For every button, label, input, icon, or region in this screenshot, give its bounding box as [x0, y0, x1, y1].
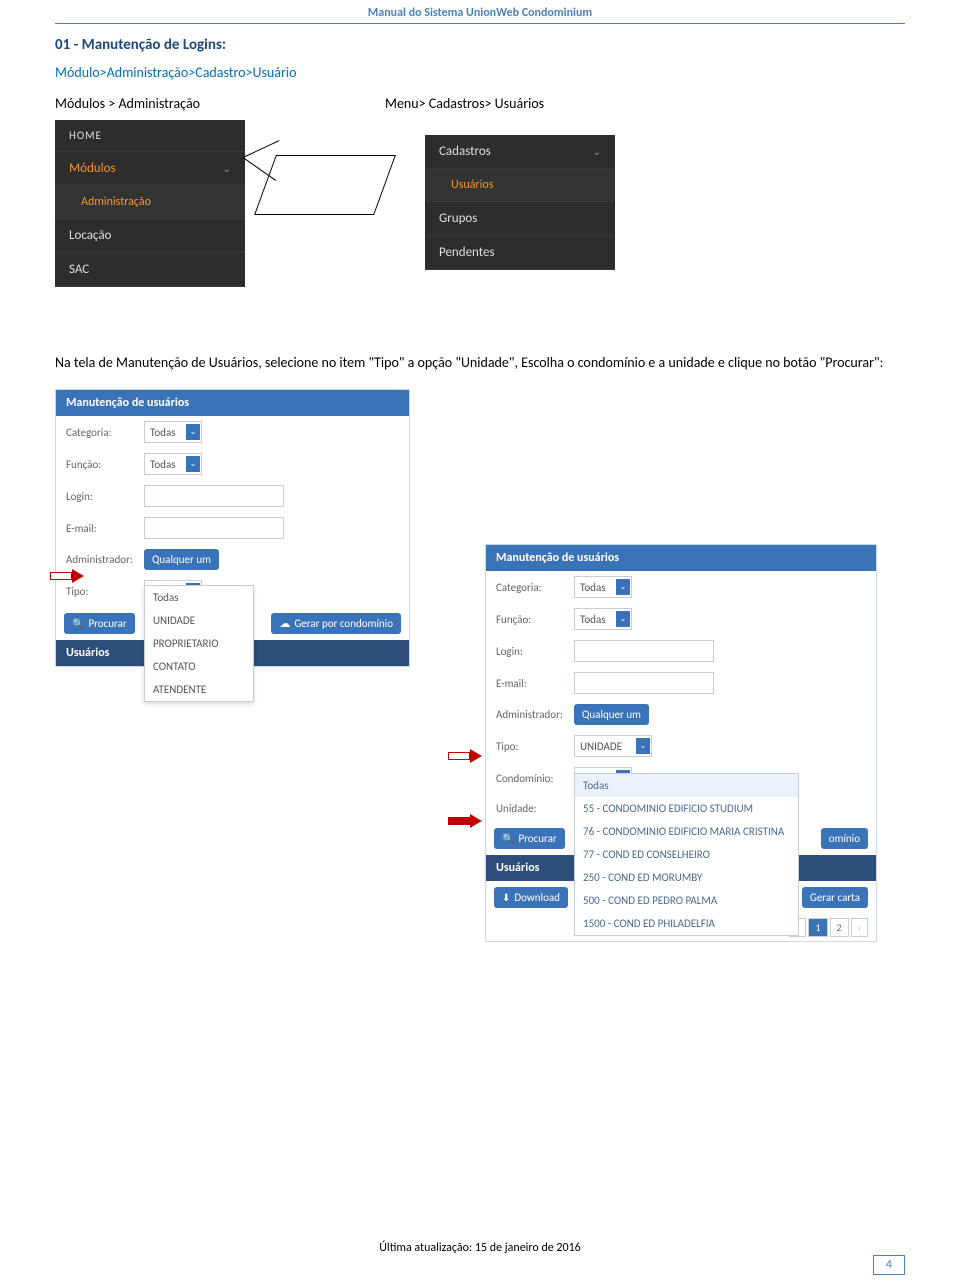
- menu-item-locacao[interactable]: Locação: [55, 219, 245, 253]
- menu-item-grupos[interactable]: Grupos: [425, 202, 615, 236]
- condo-option[interactable]: 76 - CONDOMINIO EDIFICIO MARIA CRISTINA: [575, 820, 798, 843]
- download-button[interactable]: Download: [494, 887, 568, 908]
- dropdown-condominio-list: Todas 55 - CONDOMINIO EDIFICIO STUDIUM 7…: [574, 773, 799, 936]
- condo-option[interactable]: 77 - COND ED CONSELHEIRO: [575, 843, 798, 866]
- select-tipo-value: UNIDADE: [580, 740, 622, 753]
- chevron-down-icon: ⌄: [616, 579, 630, 595]
- select-funcao[interactable]: Todas ⌄: [144, 453, 202, 475]
- panel-title: Manutenção de usuários: [56, 390, 409, 416]
- input-login[interactable]: [574, 640, 714, 662]
- menu-item-administracao[interactable]: Administração: [55, 186, 245, 219]
- select-funcao[interactable]: Todas ⌄: [574, 608, 632, 630]
- search-icon: [502, 832, 514, 845]
- option-todas[interactable]: Todas: [145, 586, 253, 609]
- label-categoria: Categoria:: [66, 426, 144, 439]
- label-email: E-mail:: [496, 677, 574, 690]
- menu-item-home[interactable]: HOME: [55, 120, 245, 152]
- condo-option[interactable]: 500 - COND ED PEDRO PALMA: [575, 889, 798, 912]
- download-icon: [502, 891, 510, 904]
- option-atendente[interactable]: ATENDENTE: [145, 678, 253, 701]
- label-email: E-mail:: [66, 522, 144, 535]
- procurar-button[interactable]: Procurar: [64, 613, 135, 634]
- label-administrador: Administrador:: [496, 708, 574, 721]
- condo-option[interactable]: 55 - CONDOMINIO EDIFICIO STUDIUM: [575, 797, 798, 820]
- red-arrow-tipo: [50, 569, 86, 583]
- input-email[interactable]: [574, 672, 714, 694]
- gerar-label: Gerar por condomínio: [294, 617, 393, 630]
- select-administrador[interactable]: Qualquer um: [574, 704, 649, 725]
- menu-item-usuarios[interactable]: Usuários: [425, 169, 615, 202]
- select-funcao-value: Todas: [150, 458, 176, 471]
- label-categoria: Categoria:: [496, 581, 574, 594]
- page-next[interactable]: ›: [851, 918, 868, 937]
- panel-manutencao-1: Manutenção de usuários Categoria: Todas …: [55, 389, 410, 667]
- cloud-icon: [279, 617, 290, 630]
- pagination: ‹ 1 2 ›: [789, 918, 868, 937]
- gerar-carta-button[interactable]: Gerar carta: [802, 887, 868, 908]
- label-login: Login:: [66, 490, 144, 503]
- chevron-down-icon: ⌄: [616, 611, 630, 627]
- select-tipo[interactable]: UNIDADE ⌄: [574, 735, 652, 757]
- download-label: Download: [514, 891, 560, 904]
- breadcrumb-text: Módulo>Administração>Cadastro>Usuário: [55, 64, 905, 81]
- panel-title: Manutenção de usuários: [486, 545, 876, 571]
- label-funcao: Função:: [66, 458, 144, 471]
- input-login[interactable]: [144, 485, 284, 507]
- menu-modulos: HOME Módulos ⌄ Administração Locação SAC: [55, 120, 245, 287]
- chevron-down-icon: ⌄: [186, 424, 200, 440]
- page-number: 4: [873, 1255, 905, 1275]
- label-modulos: Módulos > Administração: [55, 95, 385, 112]
- label-unidade: Unidade:: [496, 802, 574, 815]
- section-heading: 01 - Manutenção de Logins:: [55, 36, 905, 54]
- procurar-label: Procurar: [518, 832, 556, 845]
- search-icon: [72, 617, 84, 630]
- option-unidade[interactable]: UNIDADE: [145, 609, 253, 632]
- menu-item-pendentes[interactable]: Pendentes: [425, 236, 615, 270]
- label-login: Login:: [496, 645, 574, 658]
- label-condominio: Condomínio:: [496, 772, 574, 785]
- footer-update-text: Última atualização: 15 de janeiro de 201…: [0, 1241, 960, 1255]
- option-contato[interactable]: CONTATO: [145, 655, 253, 678]
- input-email[interactable]: [144, 517, 284, 539]
- select-categoria-value: Todas: [580, 581, 606, 594]
- label-administrador: Administrador:: [66, 553, 144, 566]
- gerar-condominio-button[interactable]: Gerar por condomínio: [271, 613, 401, 634]
- chevron-down-icon: ⌄: [186, 456, 200, 472]
- panel-manutencao-2: Manutenção de usuários Categoria: Todas …: [485, 544, 877, 942]
- menu-item-sac[interactable]: SAC: [55, 253, 245, 287]
- dropdown-tipo-list: Todas UNIDADE PROPRIETARIO CONTATO ATEND…: [144, 585, 254, 702]
- select-categoria-value: Todas: [150, 426, 176, 439]
- chevron-down-icon: ⌄: [223, 162, 231, 175]
- red-arrow-procurar: [448, 814, 484, 828]
- condominio-button-partial[interactable]: omínio: [821, 828, 868, 849]
- select-categoria[interactable]: Todas ⌄: [574, 576, 632, 598]
- menu-item-cadastros[interactable]: Cadastros ⌄: [425, 135, 615, 169]
- menu-item-modulos-label: Módulos: [69, 161, 116, 176]
- label-menu: Menu> Cadastros> Usuários: [385, 95, 544, 112]
- select-categoria[interactable]: Todas ⌄: [144, 421, 202, 443]
- label-tipo: Tipo:: [496, 740, 574, 753]
- procurar-label: Procurar: [88, 617, 126, 630]
- select-administrador[interactable]: Qualquer um: [144, 549, 219, 570]
- chevron-down-icon: ⌄: [593, 145, 601, 158]
- condo-option[interactable]: 250 - COND ED MORUMBY: [575, 866, 798, 889]
- label-funcao: Função:: [496, 613, 574, 626]
- select-funcao-value: Todas: [580, 613, 606, 626]
- procurar-button[interactable]: Procurar: [494, 828, 565, 849]
- chevron-down-icon: ⌄: [636, 738, 650, 754]
- menu-item-cadastros-label: Cadastros: [439, 144, 491, 159]
- menu-item-modulos[interactable]: Módulos ⌄: [55, 152, 245, 186]
- header-rule: [55, 23, 905, 24]
- red-arrow-condominio: [448, 749, 484, 763]
- menu-cadastros: Cadastros ⌄ Usuários Grupos Pendentes: [425, 135, 615, 270]
- condo-option[interactable]: 1500 - COND ED PHILADELFIA: [575, 912, 798, 935]
- option-proprietario[interactable]: PROPRIETARIO: [145, 632, 253, 655]
- doc-header-title: Manual do Sistema UnionWeb Condominium: [55, 0, 905, 23]
- condo-option[interactable]: Todas: [575, 774, 798, 797]
- label-tipo: Tipo:: [66, 585, 144, 598]
- instruction-text: Na tela de Manutenção de Usuários, selec…: [55, 354, 905, 371]
- page-2[interactable]: 2: [830, 918, 849, 937]
- page-1[interactable]: 1: [808, 918, 827, 937]
